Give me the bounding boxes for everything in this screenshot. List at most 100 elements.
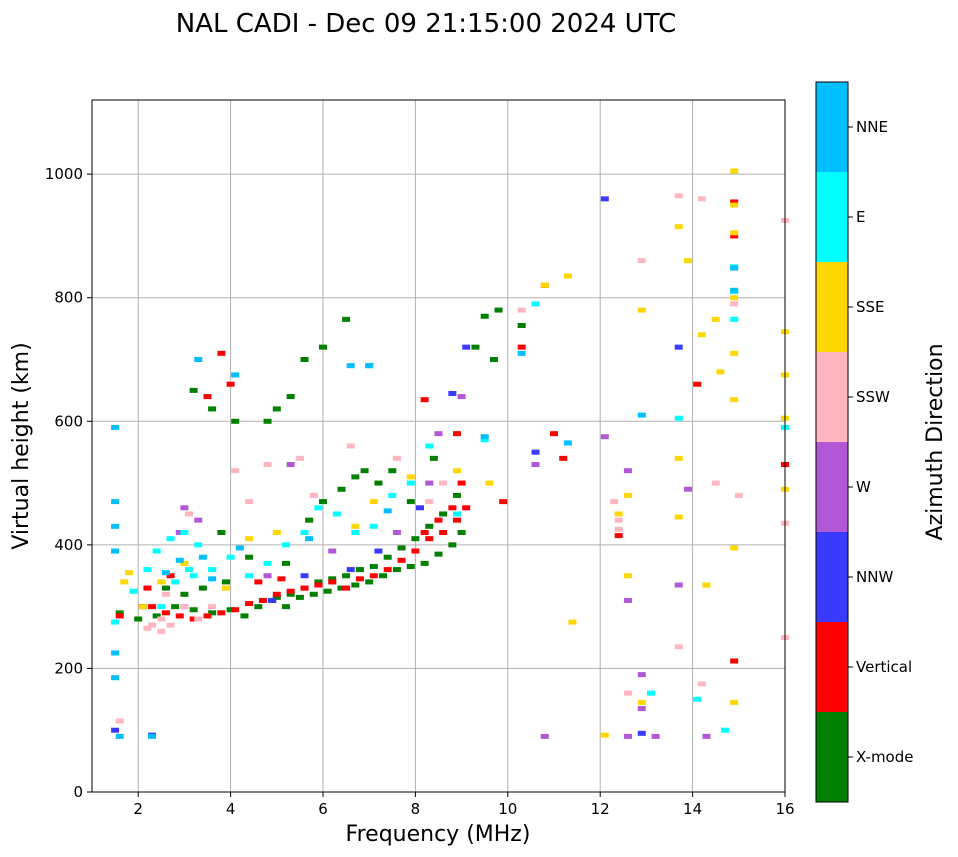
data-point-e	[226, 554, 235, 560]
data-point-nne	[111, 424, 120, 430]
data-point-x-mode	[198, 585, 207, 591]
y-tick-label: 0	[73, 783, 83, 801]
data-point-x-mode	[282, 604, 291, 610]
data-point-x-mode	[379, 573, 388, 579]
data-point-vertical	[217, 610, 226, 616]
data-point-x-mode	[115, 610, 124, 616]
data-point-x-mode	[429, 455, 438, 461]
data-point-ssw	[734, 492, 743, 498]
data-point-w	[392, 530, 401, 535]
data-point-vertical	[452, 517, 461, 523]
data-point-x-mode	[411, 536, 420, 542]
data-point-x-mode	[337, 585, 346, 591]
data-point-vertical	[462, 505, 471, 511]
data-point-sse	[245, 536, 254, 542]
data-point-nne	[111, 675, 120, 681]
data-point-vertical	[300, 585, 309, 591]
data-point-vertical	[245, 601, 254, 607]
data-point-sse	[120, 579, 129, 585]
data-point-w	[540, 733, 549, 739]
plot-frame	[91, 99, 786, 793]
data-point-e	[171, 579, 180, 585]
colorbar-category-label: W	[856, 478, 871, 496]
data-point-nne	[730, 287, 739, 293]
data-point-sse	[637, 307, 646, 313]
data-point-vertical	[439, 530, 448, 535]
colorbar-category-label: NNE	[856, 118, 888, 136]
data-point-nne	[517, 350, 526, 356]
x-tick-label: 16	[775, 800, 794, 818]
colorbar-category-label: Vertical	[856, 658, 912, 676]
data-point-nne	[194, 357, 203, 362]
data-point-vertical	[355, 576, 364, 582]
data-point-nne	[115, 733, 124, 739]
data-point-nnw	[600, 196, 609, 202]
data-point-sse	[637, 699, 646, 705]
data-point-ssw	[610, 499, 619, 505]
data-point-sse	[716, 369, 725, 375]
data-point-ssw	[208, 604, 217, 610]
x-tick-label: 4	[226, 800, 236, 818]
data-point-e	[720, 727, 729, 733]
colorbar-swatch	[816, 172, 848, 262]
data-point-e	[208, 567, 217, 573]
data-point-x-mode	[480, 313, 489, 319]
data-point-x-mode	[355, 567, 364, 573]
x-tick-label: 6	[318, 800, 328, 818]
colorbar-category-label: SSE	[856, 298, 885, 316]
data-point-e	[152, 548, 161, 554]
data-point-ssw	[614, 517, 623, 523]
data-point-nnw	[637, 730, 646, 736]
data-point-sse	[272, 530, 281, 535]
data-point-w	[457, 394, 466, 400]
data-point-e	[647, 690, 656, 696]
data-point-ssw	[157, 628, 166, 634]
data-point-vertical	[420, 530, 429, 535]
data-point-x-mode	[171, 604, 180, 610]
data-point-e	[157, 604, 166, 610]
data-point-nnw	[416, 505, 425, 511]
data-point-x-mode	[282, 560, 291, 566]
data-point-sse	[157, 579, 166, 585]
data-point-x-mode	[365, 579, 374, 585]
data-point-x-mode	[323, 588, 332, 594]
data-point-e	[480, 437, 489, 443]
data-point-nne	[111, 650, 120, 656]
data-point-nne	[235, 545, 244, 551]
data-point-sse	[568, 619, 577, 625]
data-point-x-mode	[161, 585, 170, 591]
data-point-x-mode	[328, 576, 337, 582]
data-point-sse	[730, 295, 739, 301]
data-point-ssw	[637, 258, 646, 264]
y-axis-ticks: 0 200 400 600 800 1000	[45, 165, 92, 801]
data-point-vertical	[161, 610, 170, 616]
data-point-ssw	[194, 616, 203, 622]
data-point-x-mode	[134, 616, 143, 622]
data-point-vertical	[550, 431, 558, 437]
data-point-vertical	[452, 431, 461, 437]
colorbar-swatch	[816, 82, 848, 172]
y-tick-label: 400	[54, 536, 83, 554]
data-point-ssw	[517, 307, 526, 313]
data-point-vertical	[434, 517, 443, 523]
data-point-x-mode	[448, 542, 457, 548]
x-tick-label: 8	[411, 800, 421, 818]
data-point-e	[332, 511, 341, 517]
data-point-sse	[369, 499, 378, 505]
data-point-sse	[623, 492, 632, 498]
y-axis-label: Virtual height (km)	[9, 342, 34, 549]
data-point-vertical	[614, 533, 623, 539]
data-point-ssw	[263, 462, 272, 468]
data-point-ssw	[614, 526, 623, 532]
data-point-e	[194, 542, 203, 548]
data-point-w	[637, 672, 646, 678]
data-point-x-mode	[226, 607, 235, 613]
data-point-sse	[674, 514, 683, 520]
data-point-ssw	[439, 480, 448, 486]
data-point-x-mode	[374, 480, 383, 486]
data-point-x-mode	[189, 387, 198, 393]
data-point-vertical	[730, 658, 739, 664]
data-point-ssw	[157, 616, 166, 622]
data-point-x-mode	[314, 579, 323, 585]
data-point-x-mode	[351, 474, 360, 480]
